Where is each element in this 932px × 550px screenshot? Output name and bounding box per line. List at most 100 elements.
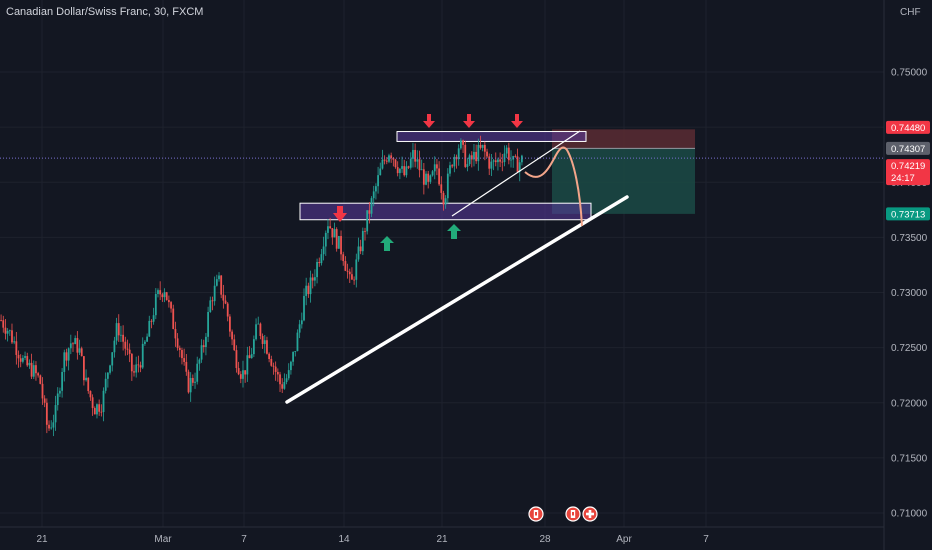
candle-body [494,160,497,163]
candle-body [420,169,423,171]
candle-body [233,339,236,351]
candle-body [196,363,199,382]
flag-leaf [535,512,537,516]
candle-body [468,155,471,165]
candle-body [457,148,460,160]
time-tick-label: 7 [703,534,709,545]
candle-body [364,230,366,232]
candle-body [333,229,336,238]
candle-body [194,381,196,383]
candle-body [126,348,129,350]
candle-body [370,198,373,214]
candle-body [337,236,340,249]
buy-arrow-up [380,236,394,251]
event-markers[interactable] [528,506,598,522]
candle-body [283,382,286,389]
candle-body [11,330,13,343]
candle-body [89,391,92,398]
candle-body [163,292,166,298]
candle-body [82,356,85,381]
candle-body [272,365,275,367]
candle-body [316,262,318,278]
candle-body [490,161,493,169]
candle-body [91,397,94,409]
candle-body [111,352,114,366]
candle-body [300,320,303,325]
candle-body [298,324,301,333]
candle-body [15,341,18,355]
candle-body [154,294,157,316]
candle-body [372,191,375,199]
candle-body [464,144,467,167]
time-tick-label: Mar [154,534,172,545]
candle-body [353,279,356,281]
price-tick-label: 0.71000 [891,509,928,520]
candle-body [401,166,403,169]
sell-arrow-down [511,114,523,128]
candle-body [165,292,168,301]
price-axis[interactable]: 0.750000.745000.740000.735000.730000.725… [891,68,928,520]
candle-body [176,338,179,348]
candle-body [8,330,11,332]
time-axis[interactable]: 21 Mar 7 14 21 28 Apr 7 [36,534,709,545]
time-tick-label: 14 [338,534,350,545]
candle-body [244,370,247,375]
projected-path [524,146,583,227]
candle-body [268,353,271,360]
candle-body [449,165,451,174]
price-tag-label: 0.74307 [891,144,925,155]
candle-body [61,371,64,391]
swiss-flag-event-icon[interactable] [582,506,598,522]
candle-body [87,377,90,392]
candle-body [120,334,122,336]
candle-body [30,362,33,377]
price-tick-label: 0.72500 [891,343,928,354]
candle-body [205,336,207,347]
candle-body [320,254,323,264]
candle-body [507,147,510,161]
canada-flag-event-icon[interactable] [565,506,581,522]
price-tag-label: 0.74480 [891,123,925,134]
rising-trendline [451,130,581,217]
candle-body [85,377,87,381]
time-tick-label: 7 [241,534,247,545]
price-tick-label: 0.72000 [891,398,928,409]
candle-body [290,361,292,371]
candle-body [516,156,519,172]
time-tick-label: 21 [36,534,48,545]
candle-body [510,159,512,161]
candle-body [433,164,436,172]
candle-body [446,173,449,199]
canada-flag-event-icon[interactable] [528,506,544,522]
candle-body [4,327,7,334]
candle-body [224,300,227,304]
flag-cross-h [586,512,594,516]
resistance-zone [396,131,587,142]
candle-body [141,343,144,368]
candle-body [403,166,406,176]
candle-body [213,285,216,302]
candle-body [436,164,438,169]
candle-body [178,347,181,351]
candle-body [135,364,138,373]
candle-body [483,144,486,152]
candle-body [43,398,46,403]
candle-body [26,356,29,366]
candle-body [257,323,260,325]
candle-body [198,359,201,364]
candle-body [45,402,48,425]
flag-leaf [572,512,574,516]
buy-arrow-up [447,224,461,239]
candle-body [117,323,120,336]
candle-body [39,375,42,384]
candle-body [54,405,57,423]
candle-body [375,186,377,192]
candle-body [113,340,116,353]
candle-body [37,373,40,376]
candle-body [514,156,517,157]
candle-body [296,332,299,352]
candle-body [307,285,310,295]
price-tag-label: 0.74219 [891,161,925,172]
price-tick-label: 0.75000 [891,68,928,79]
